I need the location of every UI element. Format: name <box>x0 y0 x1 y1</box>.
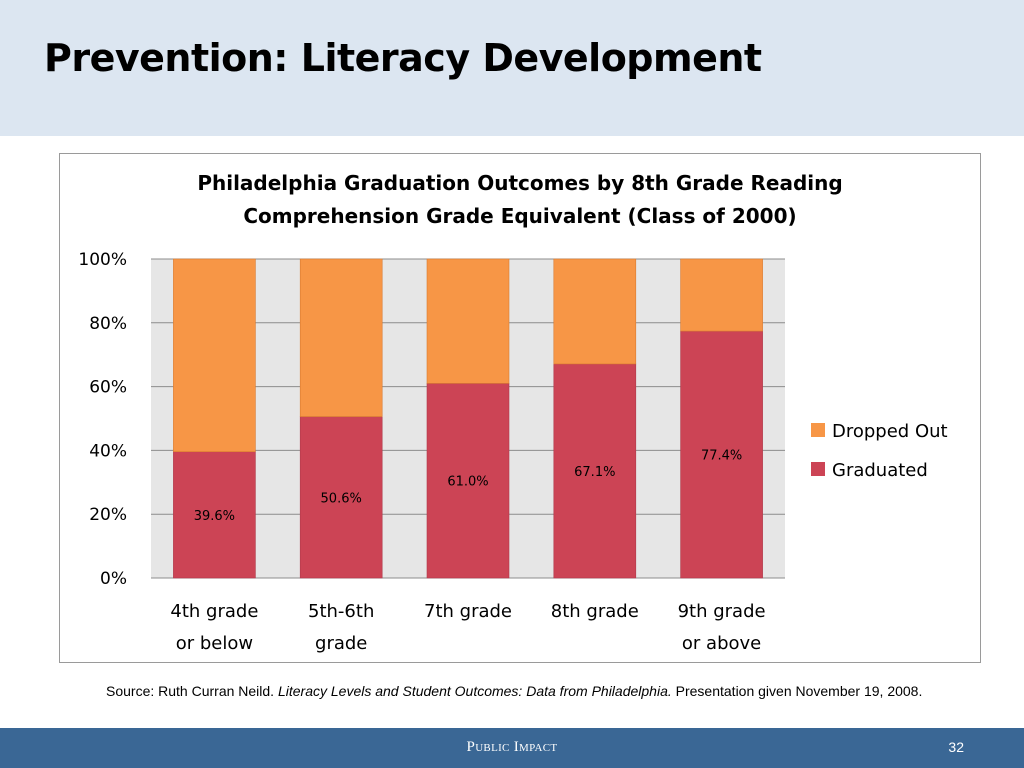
data-label: 61.0% <box>447 475 488 490</box>
legend-swatch <box>811 423 825 437</box>
chart-frame: 0% 20% 40% 60% 80% 100% 39.6% 4th grade or below… <box>59 153 981 663</box>
bar-chart: 0% 20% 40% 60% 80% 100% 39.6% 4th grade or below… <box>78 250 948 654</box>
x-category-label: 4th grade <box>170 601 258 622</box>
source-citation: Source: Ruth Curran Neild. Literacy Leve… <box>106 682 956 701</box>
source-prefix: Source: Ruth Curran Neild. <box>106 683 278 699</box>
bar-graduated <box>553 363 637 579</box>
data-label: 67.1% <box>574 465 615 480</box>
x-category-label: grade <box>315 633 367 654</box>
data-label: 77.4% <box>701 449 742 464</box>
bar-dropped-out <box>680 258 763 332</box>
data-label: 50.6% <box>321 491 362 506</box>
x-category-label: 9th grade <box>678 601 766 622</box>
legend-swatch <box>811 462 825 476</box>
x-category-label: 7th grade <box>424 601 512 622</box>
x-category-label: 8th grade <box>551 601 639 622</box>
bar-graduated <box>173 451 256 579</box>
x-category-label: or above <box>682 633 761 654</box>
bar-graduated <box>680 330 763 579</box>
page-number: 32 <box>948 739 964 755</box>
chart-title-line-1: Philadelphia Graduation Outcomes by 8th … <box>197 171 843 195</box>
bar-graduated <box>299 416 383 579</box>
slide-title: Prevention: Literacy Development <box>44 36 762 80</box>
bar-dropped-out <box>299 258 383 417</box>
x-category-label: or below <box>176 633 253 654</box>
y-tick-label: 0% <box>100 569 127 589</box>
source-suffix: Presentation given November 19, 2008. <box>671 683 923 699</box>
x-category-label: 5th-6th <box>308 601 374 622</box>
bar-dropped-out <box>553 258 637 365</box>
y-tick-label: 80% <box>89 314 127 334</box>
slide-header: Prevention: Literacy Development <box>0 0 1024 136</box>
legend-label: Graduated <box>832 460 928 481</box>
data-label: 39.6% <box>194 509 235 524</box>
y-tick-label: 100% <box>78 250 127 270</box>
footer-brand: Public Impact <box>466 739 558 755</box>
chart-title-line-2: Comprehension Grade Equivalent (Class of… <box>243 204 797 228</box>
y-tick-label: 40% <box>89 441 127 461</box>
bar-graduated <box>426 383 510 579</box>
bar-dropped-out <box>426 258 510 384</box>
chart-title: Philadelphia Graduation Outcomes by 8th … <box>60 167 980 233</box>
slide-footer: Public Impact 32 <box>0 728 1024 768</box>
legend-label: Dropped Out <box>832 421 948 442</box>
source-title: Literacy Levels and Student Outcomes: Da… <box>277 683 672 699</box>
bar-dropped-out <box>173 258 256 452</box>
y-tick-label: 60% <box>89 378 127 398</box>
y-tick-label: 20% <box>89 505 127 525</box>
